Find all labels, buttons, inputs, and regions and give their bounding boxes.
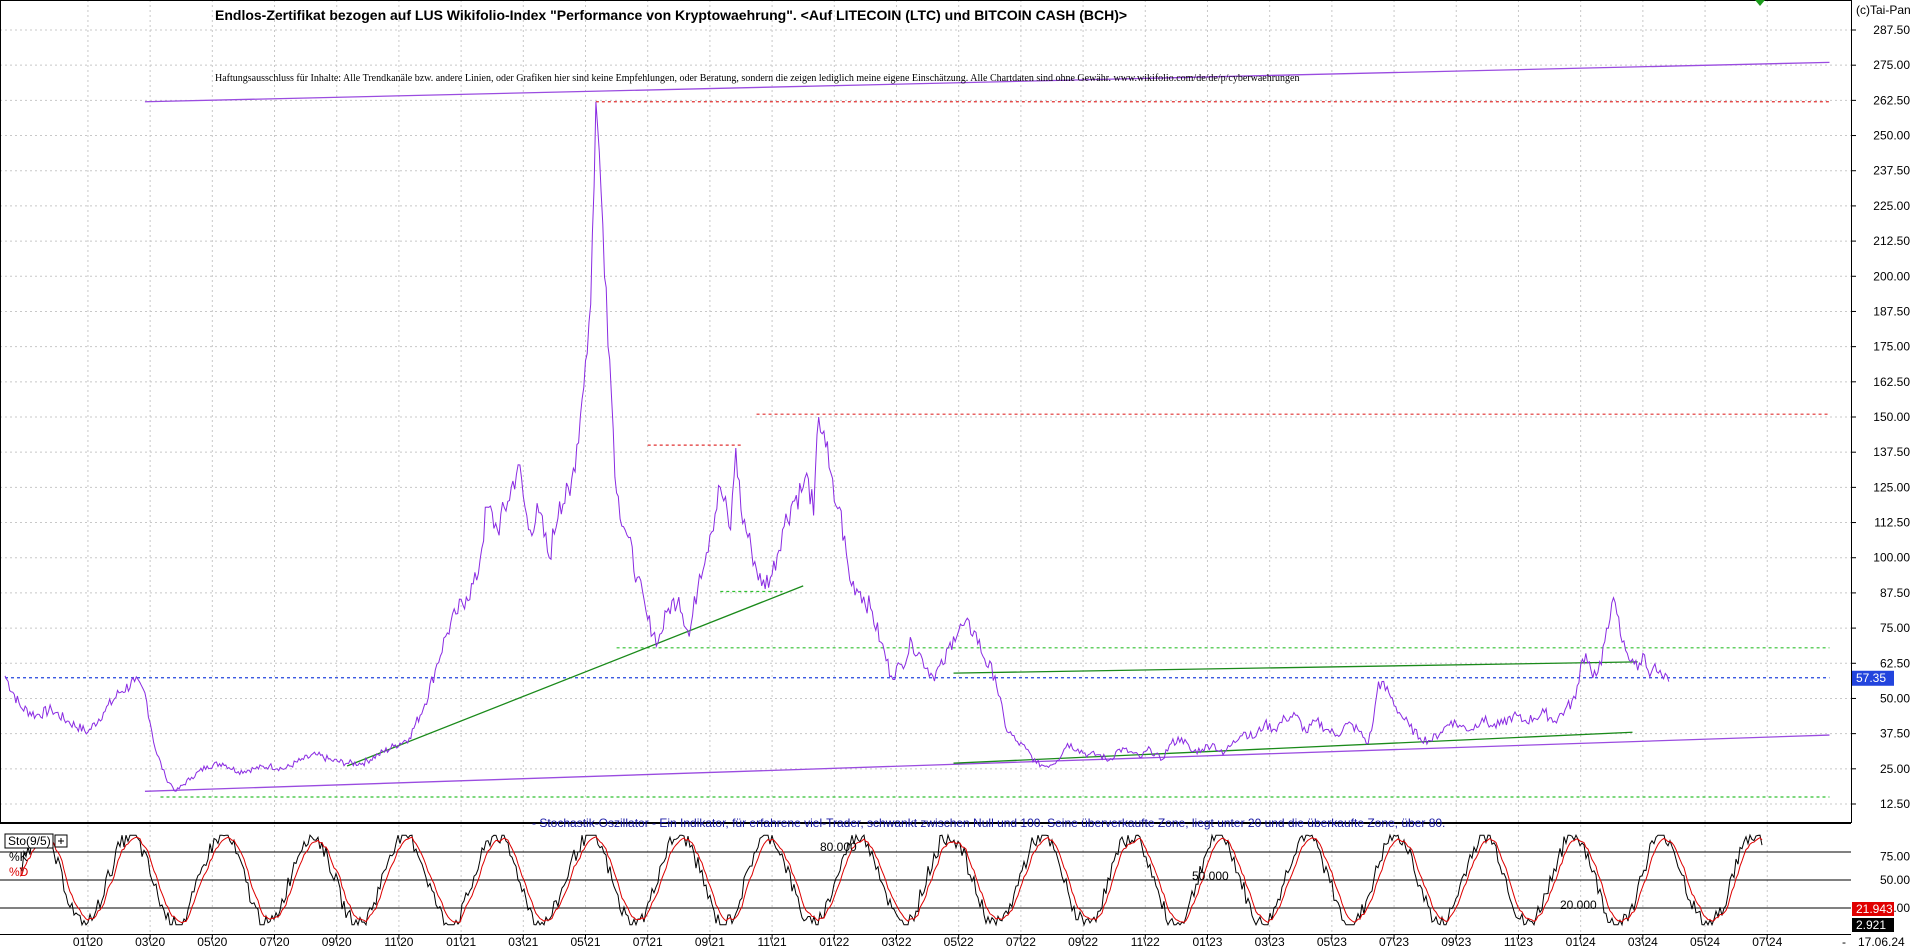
d-current-value: 2.921 bbox=[1856, 918, 1886, 932]
k-current-value: 21.943 bbox=[1856, 902, 1893, 916]
x-tick-label: 11\23 bbox=[1504, 935, 1533, 948]
x-tick-label: 01\23 bbox=[1192, 935, 1222, 948]
y-tick-label: 125.00 bbox=[1873, 480, 1910, 494]
stochastic-label: Sto(9/5) bbox=[8, 834, 51, 848]
x-tick-label: 09\22 bbox=[1068, 935, 1098, 948]
y-tick-label: 275.00 bbox=[1873, 58, 1910, 72]
last-date-label: 17.06.24 bbox=[1858, 935, 1905, 948]
indicator-note: - Stochastik-Oszillator - Ein Indikator,… bbox=[532, 816, 1445, 830]
y-tick-label: 62.50 bbox=[1880, 656, 1910, 670]
x-tick-label: 05\24 bbox=[1690, 935, 1720, 948]
d-line bbox=[19, 836, 1763, 924]
disclaimer-text: Haftungsausschluss für Inhalte: Alle Tre… bbox=[215, 73, 1300, 84]
y-tick-label: 75.00 bbox=[1880, 621, 1910, 635]
x-tick-label: 09\20 bbox=[322, 935, 352, 948]
x-tick-label: 07\21 bbox=[633, 935, 663, 948]
expand-icon[interactable] bbox=[54, 834, 68, 848]
main-grid bbox=[0, 0, 1851, 934]
top-marker-icon bbox=[1755, 0, 1765, 6]
y-tick-label: 287.50 bbox=[1873, 23, 1910, 37]
x-tick-label: 03\23 bbox=[1255, 935, 1285, 948]
y-tick-label: 250.00 bbox=[1873, 129, 1910, 143]
x-tick-label: 01\20 bbox=[73, 935, 103, 948]
y-tick-label: 212.50 bbox=[1873, 234, 1910, 248]
stochastic-series bbox=[19, 833, 1763, 927]
x-tick-label: 05\22 bbox=[944, 935, 974, 948]
y-tick-label: 37.50 bbox=[1880, 727, 1910, 741]
x-tick-label: 11\22 bbox=[1131, 935, 1160, 948]
main-plot-frame bbox=[0, 0, 1852, 823]
k-line bbox=[19, 833, 1763, 927]
y-tick-label: 262.50 bbox=[1873, 93, 1910, 107]
x-tick-label: 11\21 bbox=[758, 935, 787, 948]
x-tick-label: 05\23 bbox=[1317, 935, 1347, 948]
x-tick-label: 09\23 bbox=[1441, 935, 1471, 948]
d-value-marker: 2.921 bbox=[1852, 918, 1894, 932]
y-tick-label: 175.00 bbox=[1873, 340, 1910, 354]
copyright-label: (c)Tai-Pan bbox=[1856, 3, 1911, 17]
y-tick-label: 200.00 bbox=[1873, 269, 1910, 283]
y-tick-label: 12.50 bbox=[1880, 797, 1910, 811]
d-legend: %D bbox=[9, 865, 29, 879]
x-tick-label: 07\24 bbox=[1752, 935, 1782, 948]
x-tick-label: 03\20 bbox=[135, 935, 165, 948]
axis-minus-label: - bbox=[1842, 935, 1846, 948]
y-tick-label: 225.00 bbox=[1873, 199, 1910, 213]
y-tick-label: 162.50 bbox=[1873, 375, 1910, 389]
y-tick-label: 50.00 bbox=[1880, 691, 1910, 705]
level-80-label: 80.000 bbox=[820, 840, 857, 854]
trend-line bbox=[144, 61, 1830, 103]
stochastic-y-tick-label: 50.00 bbox=[1880, 873, 1910, 887]
x-tick-label: 03\21 bbox=[508, 935, 538, 948]
x-tick-label: 03\22 bbox=[881, 935, 911, 948]
level-20-label: 20.000 bbox=[1560, 898, 1597, 912]
x-tick-label: 01\22 bbox=[819, 935, 849, 948]
x-tick-label: 05\20 bbox=[197, 935, 227, 948]
price-line bbox=[4, 101, 1670, 792]
level-50-label: 50.000 bbox=[1192, 869, 1229, 883]
x-tick-label: 03\24 bbox=[1628, 935, 1658, 948]
x-tick-label: 01\24 bbox=[1566, 935, 1596, 948]
x-tick-label: 07\22 bbox=[1006, 935, 1036, 948]
k-legend: %K bbox=[9, 850, 28, 864]
trend-line bbox=[953, 661, 1638, 674]
x-tick-label: 07\20 bbox=[260, 935, 290, 948]
trend-line bbox=[953, 731, 1633, 764]
x-tick-label: 01\21 bbox=[446, 935, 476, 948]
trend-line bbox=[346, 585, 804, 767]
main-y-axis: 12.50 25.00 37.50 50.00 62.50 75.00 87.50 100.0… bbox=[1851, 23, 1910, 811]
trend-line bbox=[144, 734, 1830, 792]
y-tick-label: 137.50 bbox=[1873, 445, 1910, 459]
y-tick-label: 25.00 bbox=[1880, 762, 1910, 776]
x-tick-label: 09\21 bbox=[695, 935, 725, 948]
last-price-value: 57.35 bbox=[1856, 671, 1886, 685]
y-tick-label: 100.00 bbox=[1873, 551, 1910, 565]
last-price-marker: 57.35 bbox=[1852, 670, 1894, 686]
x-tick-label: 07\23 bbox=[1379, 935, 1409, 948]
x-axis: 01\20 03\20 05\20 07\20 09\20 11\20 01\21 03\21… bbox=[73, 934, 1783, 948]
chart-title: Endlos-Zertifikat bezogen auf LUS Wikifo… bbox=[215, 7, 1127, 23]
y-tick-label: 237.50 bbox=[1873, 164, 1910, 178]
y-tick-label: 187.50 bbox=[1873, 304, 1910, 318]
main-trend-lines bbox=[5, 61, 1830, 798]
x-tick-label: 11\20 bbox=[384, 935, 413, 948]
y-tick-label: 150.00 bbox=[1873, 410, 1910, 424]
x-tick-label: 05\21 bbox=[570, 935, 600, 948]
stochastic-legend: Sto(9/5) %K %D bbox=[4, 833, 68, 879]
y-tick-label: 87.50 bbox=[1880, 586, 1910, 600]
main-price-series bbox=[4, 101, 1670, 792]
k-value-marker: 21.943 bbox=[1852, 902, 1894, 916]
y-tick-label: 112.50 bbox=[1874, 516, 1910, 530]
stochastic-y-tick-label: 75.00 bbox=[1880, 850, 1910, 864]
